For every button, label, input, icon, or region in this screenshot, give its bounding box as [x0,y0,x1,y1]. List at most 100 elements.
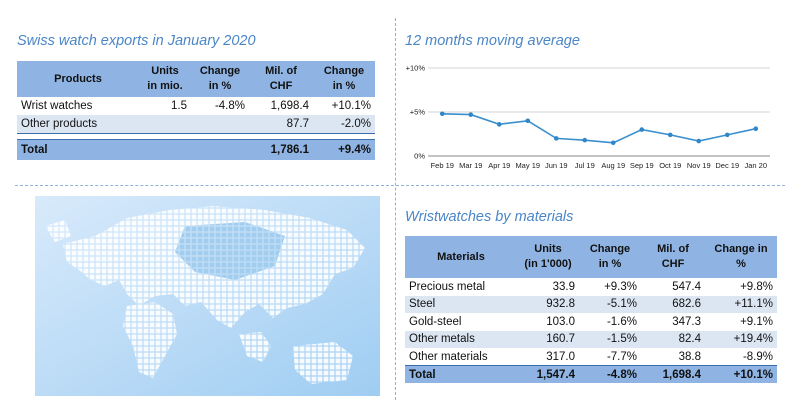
table-row: Wrist watches 1.5 -4.8% 1,698.4 +10.1% [17,97,375,115]
cell-change-units: -1.6% [606,315,637,328]
data-point [439,111,445,117]
header-change-chf: Change in% [705,236,777,278]
header-products: Products [17,61,139,97]
x-tick-label: Aug 19 [601,161,625,170]
data-point [639,127,645,132]
cell-change-units [191,138,249,160]
cell-material: Precious metal [409,280,486,293]
cell-chf: 82.4 [641,330,705,348]
exports-table: Products Units in mio. Change in % Mil. of… [17,61,375,160]
table-total-row: Total 1,547.4 -4.8% 1,698.4 +10.1% [405,365,777,383]
data-point [724,132,730,138]
world-map [35,196,380,396]
table-spacer [17,133,375,139]
header-materials: Materials [405,236,517,278]
materials-table: Materials Units (in 1'000) Change in % Mil… [405,236,777,383]
table-row: Precious metal 33.9 +9.3% 547.4 +9.8% [405,278,777,296]
cell-material: Steel [405,295,517,313]
materials-header-row: Materials Units (in 1'000) Change in % Mil… [405,236,777,278]
data-point [582,137,588,143]
cell-change-chf: +9.1% [740,315,773,328]
cell-chf: 547.4 [672,280,701,293]
cell-change-units: +9.3% [604,280,637,293]
x-tick-label: May 19 [515,161,540,170]
cell-change-units [191,115,249,134]
cell-units: 1,547.4 [517,365,579,383]
cell-units: 33.9 [552,280,575,293]
materials-title: Wristwatches by materials [405,209,574,225]
header-change-chf: Change in % [313,61,375,97]
data-point [496,122,502,127]
series-points [439,111,759,146]
cell-material: Other materials [409,350,488,363]
x-tick-label: Sep 19 [630,161,654,170]
data-point [610,140,616,146]
x-tick-label: Jun 19 [545,161,568,170]
data-point [525,118,531,124]
table-row: Other metals 160.7 -1.5% 82.4 +19.4% [405,330,777,348]
cell-units: 160.7 [517,330,579,348]
cell-product: Wrist watches [21,100,93,112]
chart-y-axis: 0% +5% +10% [406,64,426,161]
cell-change-chf: +9.8% [740,280,773,293]
data-point [667,132,673,138]
cell-units: 1.5 [171,100,187,112]
exports-header-row: Products Units in mio. Change in % Mil. of… [17,61,375,97]
cell-change-chf: -8.9% [742,350,773,363]
header-change-units: Change in % [191,61,249,97]
cell-chf: 87.7 [249,115,313,134]
table-row: Other products 87.7 -2.0% [17,115,375,134]
table-row: Gold-steel 103.0 -1.6% 347.3 +9.1% [405,313,777,331]
cell-units [139,138,191,160]
x-tick-label: Apr 19 [488,161,510,170]
x-tick-label: Feb 19 [431,161,454,170]
cell-change-chf: +10.1% [331,100,371,112]
cell-units: 103.0 [546,315,575,328]
cell-change-chf: +9.4% [313,138,375,160]
cell-change-chf: +10.1% [705,365,777,383]
data-point [553,136,559,141]
cell-change-units: -4.8% [214,100,245,112]
header-change-units: Change in % [579,236,641,278]
vertical-divider [395,18,396,400]
table-row: Steel 932.8 -5.1% 682.6 +11.1% [405,295,777,313]
cell-chf: 347.3 [672,315,701,328]
cell-chf: 1,698.4 [270,100,309,112]
cell-material: Total [405,365,517,383]
header-units: Units (in 1'000) [517,236,579,278]
exports-title: Swiss watch exports in January 2020 [17,33,256,49]
cell-change-chf: +19.4% [705,330,777,348]
cell-chf: 1,786.1 [249,138,313,160]
cell-change-units: -5.1% [579,295,641,313]
x-tick-label: Oct 19 [659,161,681,170]
cell-chf: 682.6 [641,295,705,313]
moving-average-chart: 0% +5% +10% Feb 19 Mar 19 Apr 19 May 19 Jun 19… [406,64,770,170]
cell-change-chf: +11.1% [705,295,777,313]
cell-change-units: -7.7% [606,350,637,363]
chart-grid [428,67,770,157]
cell-chf: 38.8 [678,350,701,363]
moving-average-title: 12 months moving average [405,33,580,49]
y-tick-label: 0% [414,152,425,161]
data-point [468,112,474,117]
x-tick-label: Mar 19 [459,161,482,170]
header-units: Units in mio. [139,61,191,97]
data-point [753,126,759,132]
map-shading [175,222,285,280]
table-total-row: Total 1,786.1 +9.4% [17,138,375,160]
cell-material: Other metals [405,330,517,348]
cell-units: 317.0 [546,350,575,363]
cell-chf: 1,698.4 [641,365,705,383]
y-tick-label: +5% [410,108,426,117]
cell-material: Gold-steel [409,315,462,328]
x-tick-label: Jul 19 [575,161,595,170]
x-tick-label: Jan 20 [744,161,767,170]
horizontal-divider [15,185,785,186]
cell-change-chf: -2.0% [313,115,375,134]
x-tick-label: Nov 19 [687,161,711,170]
cell-units: 932.8 [517,295,579,313]
x-tick-label: Dec 19 [715,161,739,170]
header-chf: Mil. of CHF [641,236,705,278]
cell-change-units: -4.8% [579,365,641,383]
cell-change-units: -1.5% [579,330,641,348]
